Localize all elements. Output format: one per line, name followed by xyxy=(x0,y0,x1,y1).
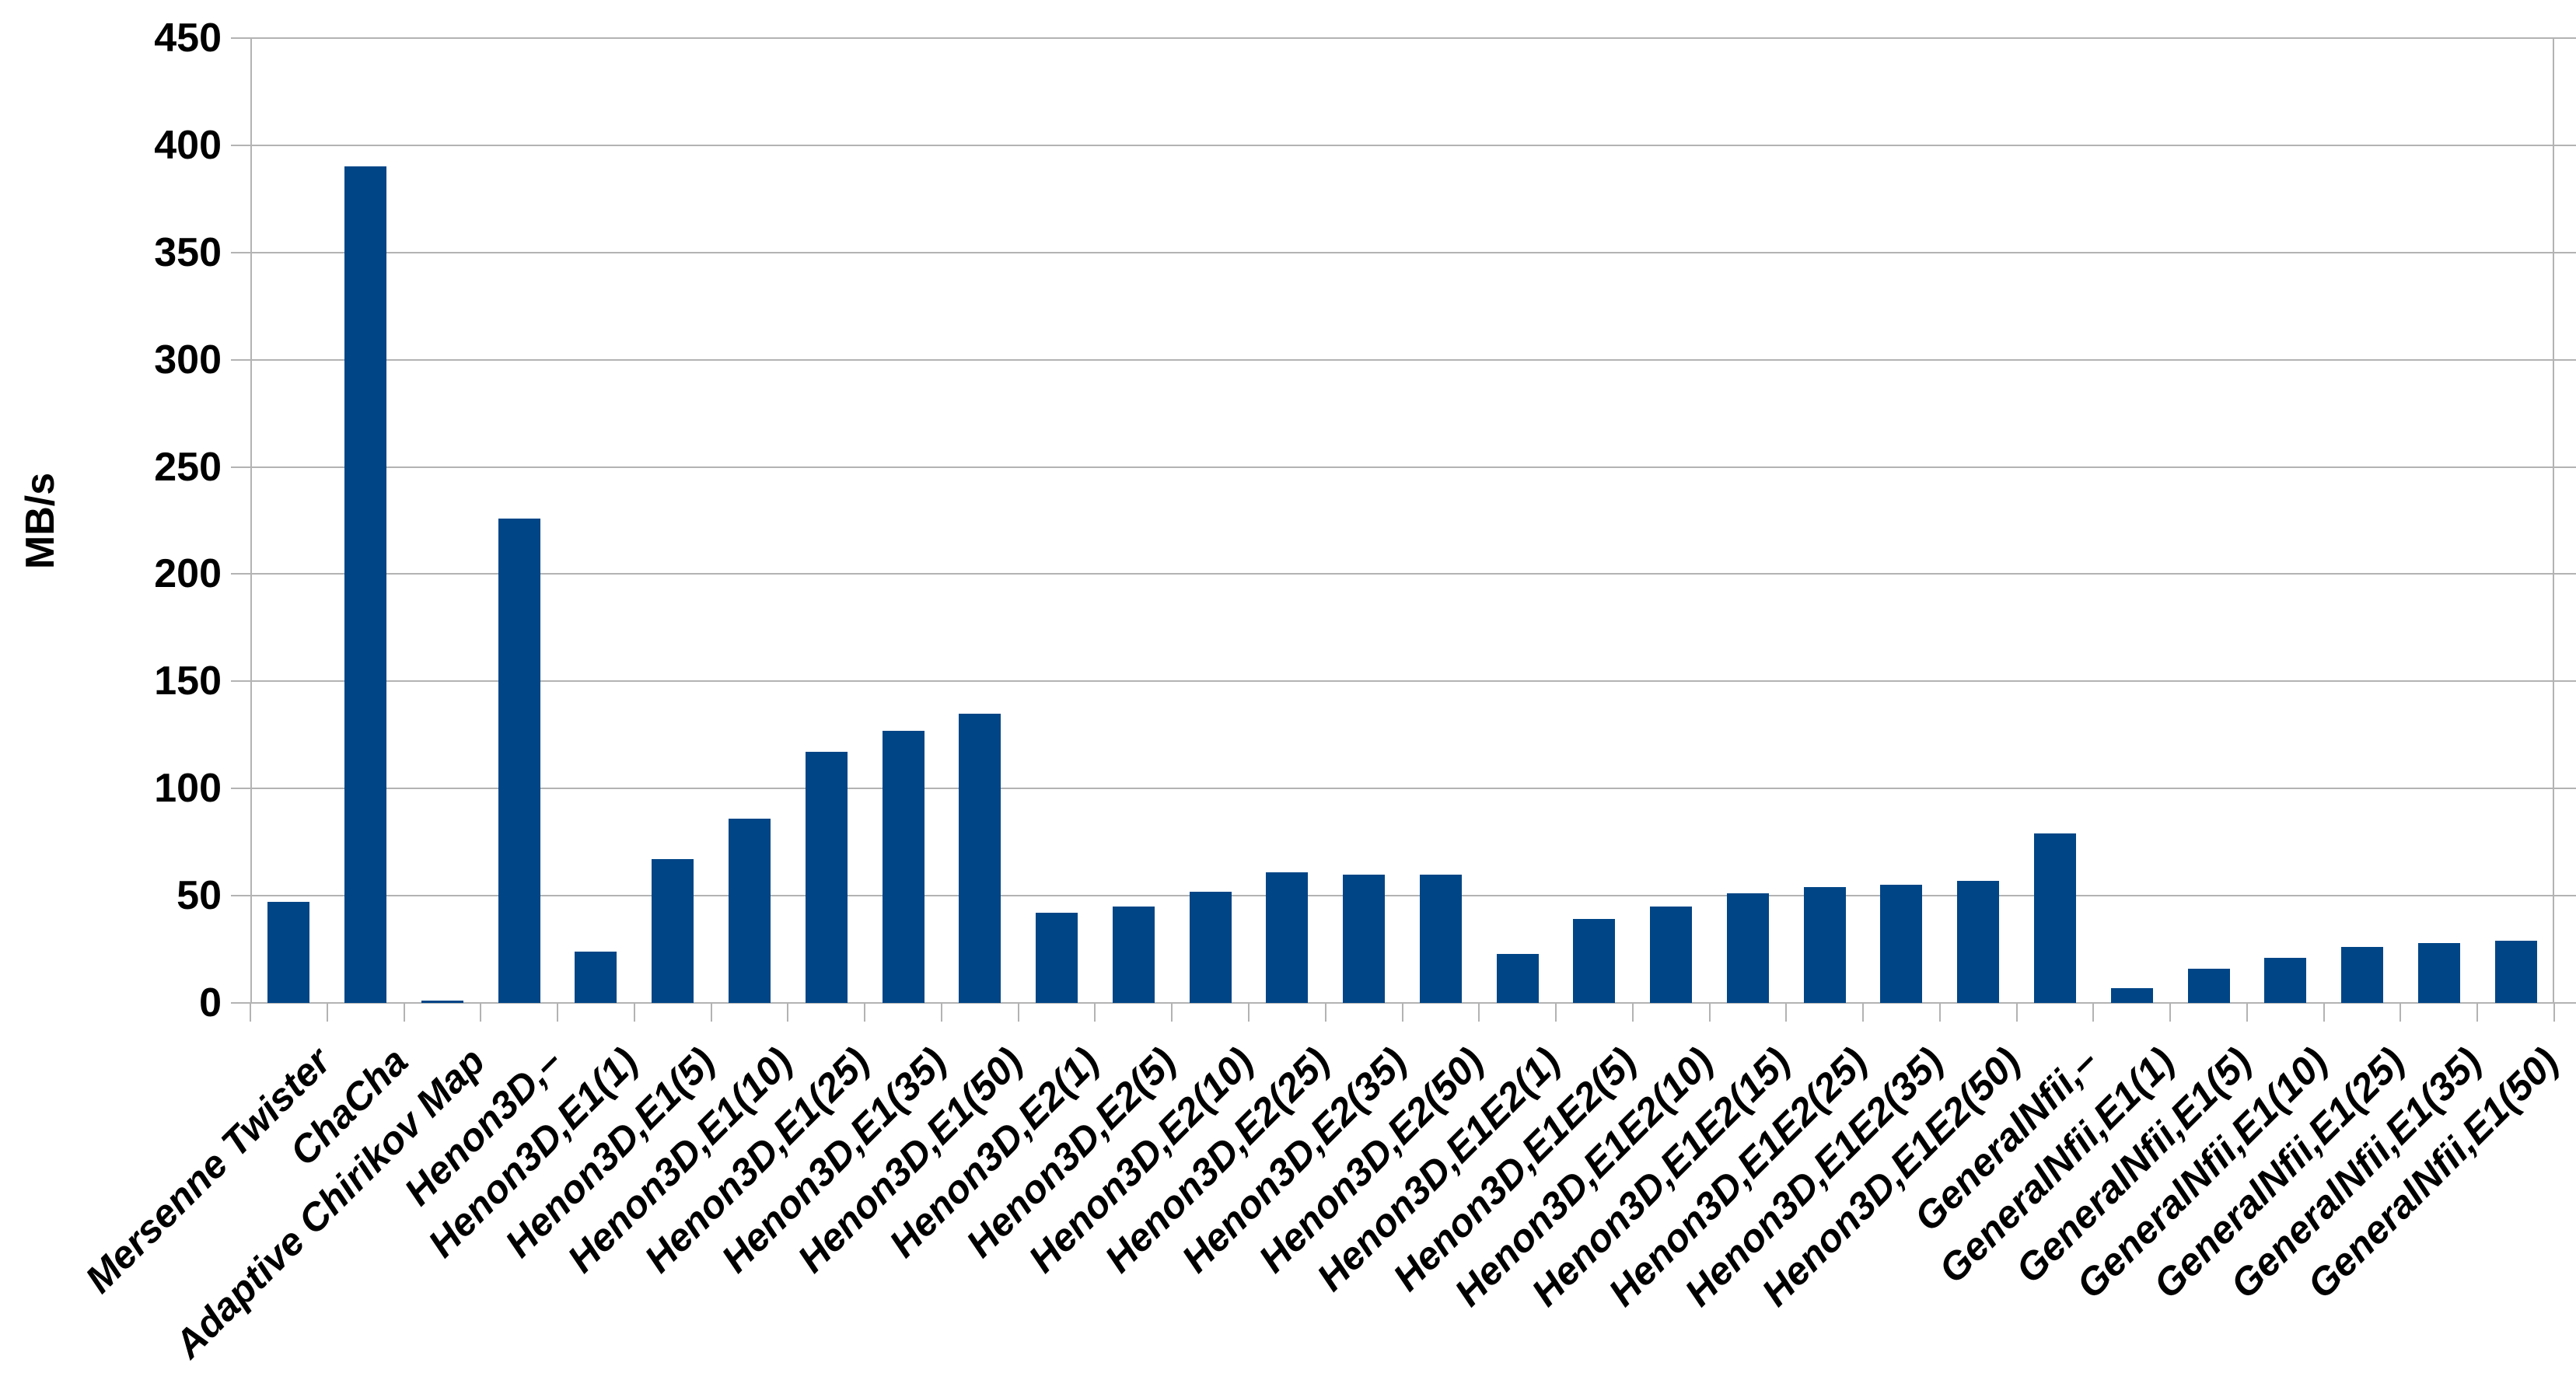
x-tick xyxy=(326,1003,328,1022)
gridline xyxy=(231,37,2576,39)
x-tick xyxy=(480,1003,482,1022)
bar xyxy=(2034,833,2076,1003)
x-tick xyxy=(1938,1003,1941,1022)
x-tick xyxy=(2246,1003,2248,1022)
x-tick xyxy=(864,1003,866,1022)
bar xyxy=(806,752,848,1003)
bar xyxy=(1957,881,1999,1003)
x-tick xyxy=(2092,1003,2095,1022)
bar xyxy=(2341,947,2383,1003)
y-tick-label: 250 xyxy=(154,444,222,490)
x-tick xyxy=(1401,1003,1403,1022)
x-tick xyxy=(787,1003,789,1022)
y-tick-label: 400 xyxy=(154,122,222,168)
gridline xyxy=(231,788,2576,790)
x-tick xyxy=(2323,1003,2325,1022)
x-tick xyxy=(1862,1003,1865,1022)
x-tick xyxy=(710,1003,712,1022)
gridline xyxy=(231,1002,2576,1004)
gridline xyxy=(231,251,2576,253)
y-tick-label: 450 xyxy=(154,16,222,61)
x-tick xyxy=(1017,1003,1019,1022)
bar xyxy=(2495,941,2537,1003)
bar xyxy=(1190,892,1232,1003)
gridline xyxy=(231,895,2576,897)
bar xyxy=(2111,988,2153,1003)
bar xyxy=(1497,954,1539,1003)
y-tick-label: 100 xyxy=(154,766,222,812)
bar xyxy=(652,859,694,1003)
bar xyxy=(2188,969,2230,1003)
x-tick xyxy=(557,1003,559,1022)
x-tick xyxy=(1324,1003,1326,1022)
gridline xyxy=(231,466,2576,468)
bar xyxy=(1727,893,1769,1003)
y-tick-label: 50 xyxy=(177,873,222,919)
x-tick xyxy=(1094,1003,1096,1022)
x-tick xyxy=(2015,1003,2018,1022)
gridline xyxy=(231,573,2576,575)
x-tick xyxy=(1478,1003,1480,1022)
bar xyxy=(2418,943,2460,1003)
bar xyxy=(1343,875,1385,1003)
x-category-label: Adaptive Chirikov Map xyxy=(166,1039,494,1367)
y-tick-label: 300 xyxy=(154,337,222,383)
bar xyxy=(1266,872,1308,1003)
bar xyxy=(883,731,924,1003)
gridline xyxy=(231,144,2576,146)
plot-right-border xyxy=(2553,38,2554,1003)
bar xyxy=(1420,875,1462,1003)
x-tick xyxy=(403,1003,405,1022)
y-tick-label: 150 xyxy=(154,659,222,704)
x-tick xyxy=(1708,1003,1711,1022)
x-tick xyxy=(940,1003,942,1022)
bar xyxy=(1573,919,1615,1003)
y-tick-label: 200 xyxy=(154,551,222,597)
bar xyxy=(1880,885,1922,1003)
x-tick xyxy=(1171,1003,1173,1022)
bar xyxy=(267,902,309,1003)
bar xyxy=(2264,958,2306,1003)
gridline xyxy=(231,680,2576,683)
bar xyxy=(421,1001,463,1003)
x-tick xyxy=(2476,1003,2479,1022)
x-tick xyxy=(2169,1003,2172,1022)
x-tick xyxy=(2399,1003,2402,1022)
bar xyxy=(1113,907,1155,1003)
y-tick-label: 350 xyxy=(154,229,222,275)
bar xyxy=(498,519,540,1003)
x-tick xyxy=(1631,1003,1634,1022)
bar xyxy=(1036,913,1078,1003)
y-axis-line xyxy=(250,38,252,1003)
x-tick xyxy=(250,1003,251,1022)
x-tick xyxy=(1555,1003,1557,1022)
bar xyxy=(1804,887,1846,1003)
x-tick xyxy=(1247,1003,1250,1022)
x-tick xyxy=(1785,1003,1788,1022)
gridline xyxy=(231,358,2576,361)
x-tick xyxy=(633,1003,635,1022)
x-tick xyxy=(2553,1003,2555,1022)
y-tick-label: 0 xyxy=(199,980,222,1025)
bar xyxy=(729,819,771,1003)
bar xyxy=(344,166,386,1003)
bar xyxy=(575,952,617,1003)
bar xyxy=(1650,907,1692,1003)
bar xyxy=(959,714,1001,1003)
